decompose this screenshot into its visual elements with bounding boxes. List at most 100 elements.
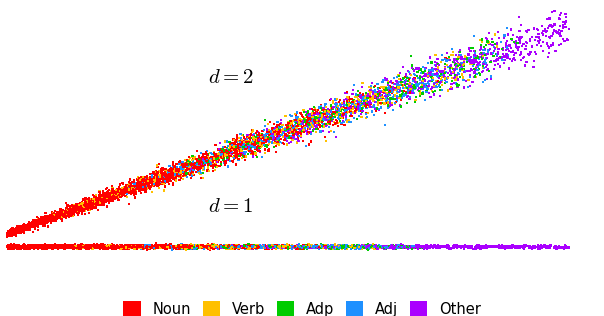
Point	[237, 133, 247, 138]
Point	[51, 244, 60, 249]
Point	[207, 243, 216, 248]
Point	[561, 244, 571, 249]
Point	[74, 243, 84, 248]
Point	[536, 245, 546, 250]
Point	[133, 245, 143, 250]
Point	[172, 246, 181, 251]
Point	[59, 243, 68, 248]
Point	[218, 145, 228, 150]
Point	[90, 201, 100, 206]
Point	[203, 245, 213, 250]
Point	[9, 229, 19, 234]
Point	[440, 65, 449, 70]
Point	[78, 204, 88, 210]
Point	[137, 244, 147, 249]
Point	[330, 245, 339, 250]
Point	[560, 38, 570, 43]
Point	[259, 245, 268, 250]
Point	[85, 246, 94, 251]
Point	[165, 245, 175, 250]
Point	[301, 119, 311, 125]
Point	[199, 161, 209, 167]
Point	[66, 245, 76, 250]
Point	[368, 243, 378, 248]
Point	[452, 76, 462, 81]
Point	[250, 140, 260, 145]
Point	[209, 163, 219, 168]
Point	[235, 244, 245, 249]
Point	[245, 245, 255, 250]
Point	[112, 244, 122, 249]
Point	[373, 91, 383, 96]
Point	[176, 244, 185, 249]
Point	[255, 139, 265, 144]
Point	[225, 148, 235, 153]
Point	[8, 243, 18, 248]
Point	[226, 243, 236, 248]
Point	[318, 245, 328, 250]
Point	[327, 111, 337, 116]
Point	[61, 244, 71, 249]
Point	[327, 243, 336, 248]
Point	[264, 130, 274, 135]
Point	[233, 144, 242, 149]
Point	[147, 244, 156, 249]
Point	[67, 205, 77, 210]
Point	[255, 242, 265, 247]
Point	[92, 245, 101, 250]
Point	[319, 244, 329, 249]
Point	[122, 188, 132, 193]
Point	[167, 243, 177, 248]
Point	[109, 245, 118, 250]
Point	[178, 244, 187, 249]
Point	[68, 243, 77, 248]
Point	[132, 186, 142, 191]
Point	[160, 179, 170, 184]
Point	[297, 118, 306, 124]
Point	[263, 131, 272, 136]
Point	[21, 226, 31, 231]
Point	[176, 160, 185, 165]
Point	[173, 170, 182, 175]
Point	[165, 246, 175, 251]
Point	[374, 244, 384, 249]
Point	[484, 244, 493, 249]
Point	[127, 245, 137, 250]
Point	[115, 245, 124, 250]
Point	[286, 139, 296, 144]
Point	[313, 244, 323, 249]
Point	[370, 244, 380, 249]
Point	[458, 61, 467, 66]
Point	[83, 206, 92, 211]
Point	[143, 181, 153, 186]
Point	[181, 167, 190, 173]
Point	[382, 98, 391, 103]
Point	[138, 179, 148, 184]
Point	[177, 245, 187, 250]
Point	[384, 244, 393, 249]
Point	[336, 243, 345, 248]
Point	[298, 128, 307, 133]
Point	[354, 243, 364, 248]
Point	[286, 124, 296, 129]
Point	[128, 244, 138, 249]
Point	[216, 245, 225, 250]
Point	[242, 245, 252, 250]
Point	[442, 244, 452, 249]
Point	[253, 132, 263, 137]
Point	[303, 109, 313, 114]
Point	[433, 246, 443, 251]
Point	[264, 130, 274, 135]
Point	[310, 105, 320, 110]
Point	[353, 94, 363, 99]
Point	[222, 149, 231, 155]
Point	[76, 244, 85, 249]
Point	[373, 100, 383, 105]
Point	[332, 244, 342, 249]
Point	[227, 144, 237, 149]
Point	[94, 244, 104, 249]
Point	[66, 208, 76, 213]
Point	[146, 178, 155, 183]
Point	[502, 245, 512, 250]
Point	[116, 243, 126, 248]
